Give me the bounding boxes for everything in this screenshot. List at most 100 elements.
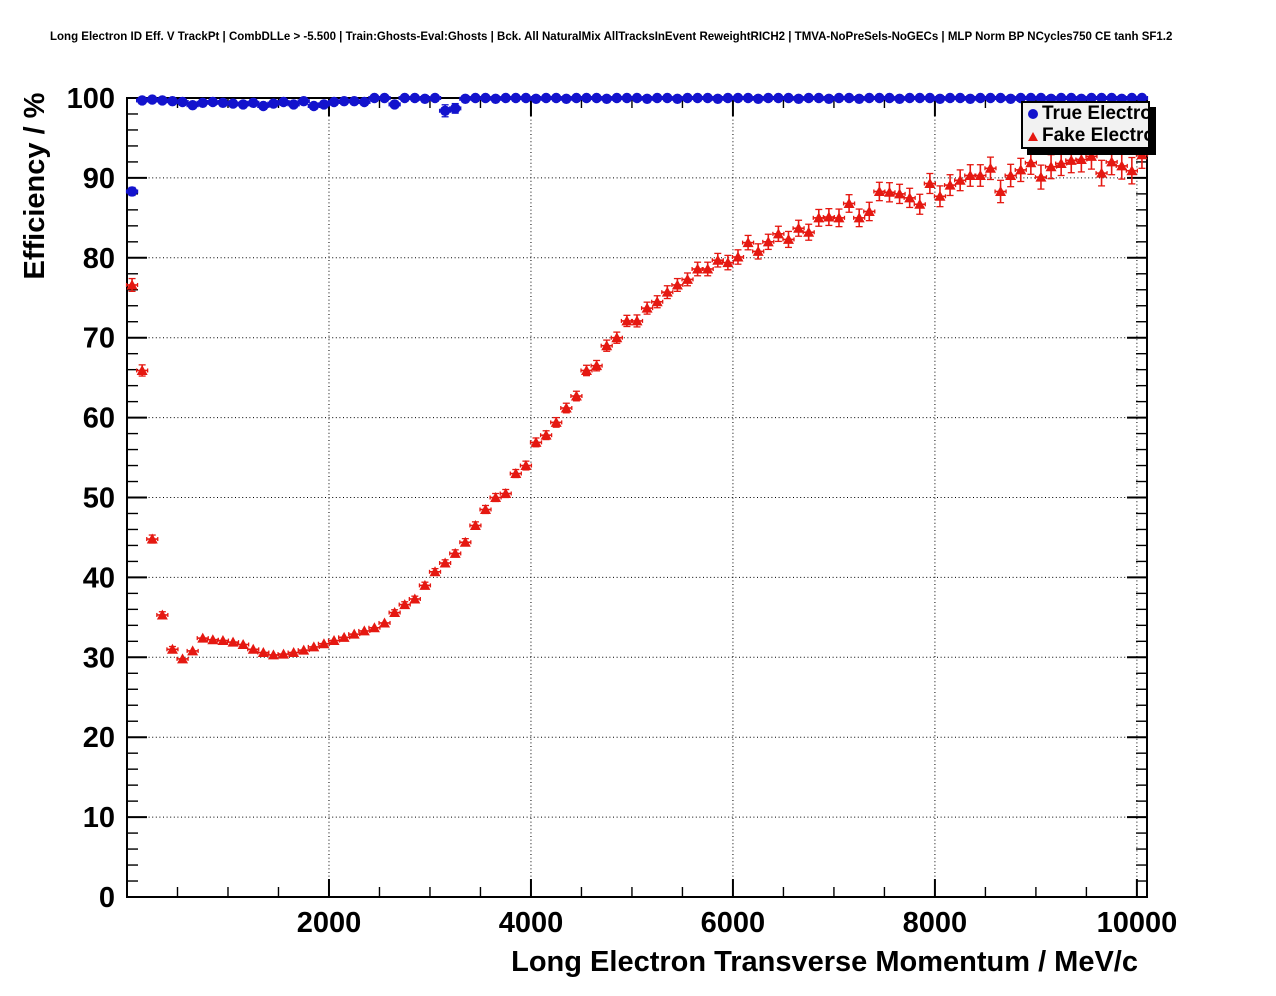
data-point	[1075, 146, 1088, 173]
data-point	[135, 364, 149, 377]
data-point	[348, 628, 361, 639]
data-point	[348, 95, 361, 107]
data-point	[196, 97, 209, 108]
data-point	[772, 92, 785, 104]
data-point	[307, 641, 320, 652]
data-point	[943, 174, 957, 197]
data-point	[560, 93, 573, 104]
x-tick-label: 6000	[701, 907, 766, 939]
data-point	[146, 94, 159, 105]
data-point	[883, 92, 896, 104]
data-point	[550, 92, 563, 104]
x-tick-label: 10000	[1097, 907, 1178, 939]
data-point	[822, 208, 836, 227]
y-tick-label: 70	[83, 323, 115, 355]
data-point	[752, 243, 765, 260]
data-point	[479, 503, 492, 515]
data-point	[469, 519, 482, 530]
data-point	[802, 223, 815, 241]
data-point	[358, 96, 371, 108]
data-point	[236, 639, 250, 650]
data-point	[206, 634, 219, 645]
data-point	[398, 599, 411, 610]
data-point	[792, 93, 805, 104]
data-point	[1105, 148, 1118, 176]
series-true-electron	[125, 92, 1149, 197]
data-point	[873, 181, 886, 202]
plot-title: Long Electron ID Eff. V TrackPt | CombDL…	[50, 31, 1173, 43]
data-point	[984, 156, 997, 181]
data-point	[378, 617, 391, 628]
data-point	[317, 638, 331, 649]
data-point	[933, 185, 947, 208]
data-point	[752, 93, 765, 104]
data-point	[358, 625, 371, 636]
data-point	[1004, 163, 1017, 188]
x-tick-labels: 2000 4000 6000 8000 10000	[297, 907, 1178, 939]
data-point	[186, 645, 199, 656]
legend-label-true-electron: True Electron	[1042, 103, 1148, 124]
data-point	[1034, 164, 1048, 190]
data-point	[539, 429, 553, 441]
data-point	[964, 164, 977, 187]
data-point	[954, 169, 967, 192]
axis-ticks	[127, 98, 1147, 897]
data-point	[418, 93, 432, 104]
legend-item-fake-electron: Fake Electron	[1023, 125, 1148, 147]
data-point	[661, 285, 674, 300]
data-point	[156, 95, 169, 106]
data-point	[489, 492, 502, 503]
data-point	[741, 234, 755, 251]
data-point	[863, 92, 876, 104]
data-point	[146, 533, 159, 544]
data-point	[196, 632, 209, 643]
data-point	[216, 97, 230, 108]
data-point	[368, 622, 381, 633]
data-point	[529, 436, 543, 448]
data-point	[853, 93, 866, 104]
data-point	[873, 92, 886, 104]
y-tick-label: 0	[99, 882, 115, 914]
data-point	[640, 301, 654, 315]
data-point	[428, 92, 442, 104]
data-point	[721, 92, 735, 104]
data-point	[247, 97, 260, 108]
fake-electron-marker-icon	[1028, 131, 1038, 141]
data-point	[438, 557, 452, 568]
data-point	[408, 593, 421, 604]
data-point	[580, 364, 593, 377]
data-point	[1065, 147, 1078, 174]
y-tick-label: 100	[67, 83, 115, 115]
data-point	[408, 92, 421, 104]
data-point	[903, 92, 916, 104]
data-point	[691, 92, 704, 104]
data-point	[499, 488, 512, 499]
data-point	[630, 92, 644, 104]
data-point	[418, 579, 432, 590]
data-point	[489, 93, 502, 104]
data-point	[1044, 154, 1058, 180]
data-point	[226, 636, 240, 647]
data-point	[459, 93, 472, 104]
data-point	[741, 92, 755, 104]
data-point	[166, 643, 179, 654]
data-point	[216, 635, 230, 646]
data-point	[267, 98, 280, 109]
plot-frame	[126, 97, 1148, 898]
data-point	[620, 314, 634, 328]
data-point	[883, 182, 896, 203]
data-point	[337, 631, 351, 642]
data-point	[428, 566, 442, 577]
data-point	[923, 92, 937, 104]
data-point	[913, 92, 926, 104]
data-point	[236, 99, 250, 110]
data-point	[388, 607, 401, 618]
y-tick-label: 20	[83, 722, 115, 754]
data-point	[701, 92, 714, 104]
data-point	[802, 92, 815, 104]
data-point	[651, 295, 664, 309]
data-point	[135, 95, 149, 106]
data-point	[671, 277, 684, 293]
